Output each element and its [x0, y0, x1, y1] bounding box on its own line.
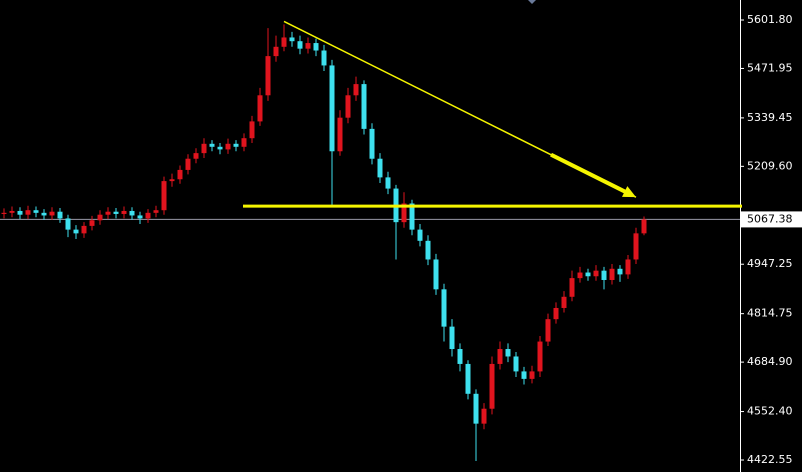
candle-body	[345, 95, 351, 118]
candle-body	[425, 240, 431, 260]
candle-body	[257, 95, 263, 122]
candle-body	[201, 143, 207, 154]
candle-body	[481, 408, 487, 424]
candle-body	[329, 65, 335, 152]
candle-body	[497, 349, 503, 364]
y-tick-label: 4684.90	[747, 355, 793, 368]
candle-body	[73, 229, 79, 234]
candle-body	[625, 259, 631, 275]
candle-body	[585, 272, 591, 277]
candle-body	[113, 211, 119, 214]
y-tick-label: 5209.60	[747, 159, 793, 172]
candle-body	[145, 212, 151, 219]
candle-body	[457, 349, 463, 364]
candle-body	[65, 218, 71, 230]
candle-body	[401, 203, 407, 223]
candle-body	[321, 50, 327, 66]
candle-body	[441, 289, 447, 327]
candle-body	[89, 220, 95, 226]
candle-body	[105, 211, 111, 215]
candle-body	[241, 138, 247, 147]
y-tick-label: 5471.95	[747, 61, 793, 74]
candle-body	[17, 210, 23, 215]
candle-body	[209, 143, 215, 147]
candle-body	[225, 143, 231, 150]
candle-body	[129, 210, 135, 216]
candle-body	[521, 371, 527, 379]
candle-body	[49, 211, 55, 216]
candle-body	[537, 341, 543, 372]
candle-body	[561, 296, 567, 308]
candle-body	[153, 210, 159, 213]
candle-body	[553, 307, 559, 320]
arrow-head	[622, 186, 636, 198]
candle-body	[41, 212, 47, 216]
candle-body	[337, 117, 343, 152]
candle-body	[97, 214, 103, 221]
candle-body	[161, 181, 167, 211]
candle-body	[33, 210, 39, 213]
candle-body	[137, 215, 143, 219]
candle-body	[169, 179, 175, 182]
candle-body	[513, 356, 519, 372]
candle-body	[1, 212, 7, 214]
candle-body	[385, 177, 391, 189]
candle-body	[281, 37, 287, 47]
scroll-marker	[528, 0, 536, 4]
candle-body	[609, 268, 615, 280]
candle-body	[641, 219, 647, 234]
candle-body	[473, 393, 479, 424]
y-tick-label: 5601.80	[747, 13, 793, 26]
candle-body	[305, 43, 311, 49]
candle-body	[289, 37, 295, 42]
y-tick-label: 4552.40	[747, 405, 793, 418]
arrow-shaft	[550, 152, 630, 196]
candle-body	[569, 278, 575, 297]
candle-body	[177, 169, 183, 180]
candle-body	[57, 211, 63, 219]
candle-body	[265, 56, 271, 96]
candle-body	[233, 143, 239, 147]
candle-body	[193, 153, 199, 159]
candle-body	[361, 84, 367, 129]
y-tick-label: 4814.75	[747, 307, 793, 320]
candle-body	[593, 270, 599, 277]
y-tick-label: 5339.45	[747, 111, 793, 124]
current-price-box	[741, 211, 802, 228]
candle-body	[353, 84, 359, 96]
candle-body	[417, 229, 423, 241]
candle-body	[25, 210, 31, 215]
candle-body	[377, 158, 383, 178]
price-axis: 5601.80 5471.95 5339.45 5209.60 4947.25 4814.…	[740, 13, 802, 466]
candle-body	[273, 46, 279, 57]
candle-body	[577, 272, 583, 279]
y-tick-label: 4422.55	[747, 453, 793, 466]
y-tick-label: 4947.25	[747, 257, 793, 270]
candle-body	[369, 128, 375, 159]
candle-body	[505, 349, 511, 357]
plot-area	[0, 20, 742, 461]
candle-body	[545, 319, 551, 342]
candle-body	[433, 259, 439, 290]
candle-body	[185, 158, 191, 170]
candle-body	[489, 363, 495, 409]
candle-body	[601, 270, 607, 280]
candle-body	[297, 41, 303, 49]
candle-body	[529, 371, 535, 379]
candle-body	[313, 43, 319, 51]
candle-body	[409, 203, 415, 230]
candle-body	[617, 268, 623, 275]
candle-body	[81, 225, 87, 234]
candle-body	[9, 210, 15, 213]
candle-body	[249, 121, 255, 139]
current-price-label: 5067.38	[747, 212, 793, 225]
candle-body	[121, 210, 127, 214]
candle-body	[633, 233, 639, 260]
candle-body	[217, 146, 223, 150]
candle-body	[449, 326, 455, 350]
candle-body	[465, 363, 471, 394]
